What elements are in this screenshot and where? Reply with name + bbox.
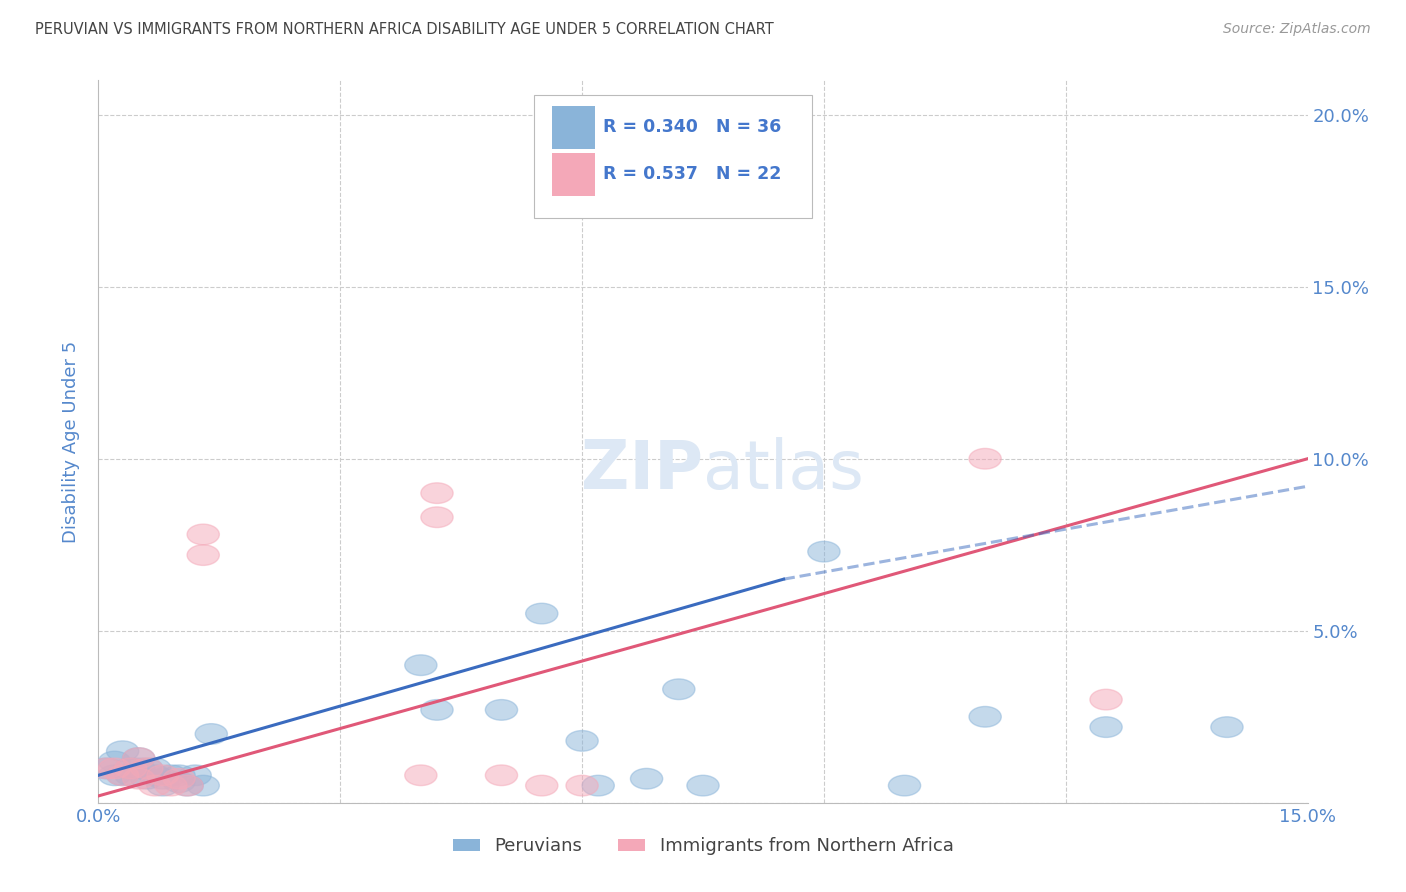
Ellipse shape <box>582 775 614 796</box>
Ellipse shape <box>420 483 453 503</box>
Ellipse shape <box>163 768 195 789</box>
Ellipse shape <box>969 449 1001 469</box>
Ellipse shape <box>107 765 139 786</box>
Ellipse shape <box>146 775 179 796</box>
Ellipse shape <box>889 775 921 796</box>
Ellipse shape <box>808 541 839 562</box>
Ellipse shape <box>146 765 179 786</box>
Ellipse shape <box>1211 717 1243 738</box>
Text: R = 0.537   N = 22: R = 0.537 N = 22 <box>603 165 780 183</box>
Ellipse shape <box>187 545 219 566</box>
Ellipse shape <box>114 765 146 786</box>
Ellipse shape <box>155 775 187 796</box>
Ellipse shape <box>122 768 155 789</box>
Ellipse shape <box>405 765 437 786</box>
Ellipse shape <box>131 768 163 789</box>
Ellipse shape <box>688 775 718 796</box>
Ellipse shape <box>131 758 163 779</box>
FancyBboxPatch shape <box>551 106 595 149</box>
Ellipse shape <box>90 758 122 779</box>
Ellipse shape <box>107 741 139 762</box>
Ellipse shape <box>114 758 146 779</box>
Ellipse shape <box>98 765 131 786</box>
Ellipse shape <box>163 772 195 792</box>
Legend: Peruvians, Immigrants from Northern Africa: Peruvians, Immigrants from Northern Afri… <box>446 830 960 863</box>
Ellipse shape <box>163 765 195 786</box>
Ellipse shape <box>630 768 662 789</box>
Ellipse shape <box>187 524 219 545</box>
Ellipse shape <box>114 758 146 779</box>
Text: atlas: atlas <box>703 437 863 503</box>
Text: PERUVIAN VS IMMIGRANTS FROM NORTHERN AFRICA DISABILITY AGE UNDER 5 CORRELATION C: PERUVIAN VS IMMIGRANTS FROM NORTHERN AFR… <box>35 22 773 37</box>
Ellipse shape <box>187 775 219 796</box>
FancyBboxPatch shape <box>534 95 811 218</box>
Ellipse shape <box>526 603 558 624</box>
Ellipse shape <box>139 758 172 779</box>
Text: Source: ZipAtlas.com: Source: ZipAtlas.com <box>1223 22 1371 37</box>
Ellipse shape <box>98 751 131 772</box>
FancyBboxPatch shape <box>551 153 595 196</box>
Ellipse shape <box>172 775 204 796</box>
Ellipse shape <box>122 747 155 768</box>
Ellipse shape <box>122 747 155 768</box>
Ellipse shape <box>122 758 155 779</box>
Ellipse shape <box>131 758 163 779</box>
Ellipse shape <box>146 768 179 789</box>
Ellipse shape <box>195 723 228 744</box>
Ellipse shape <box>179 765 211 786</box>
Ellipse shape <box>420 699 453 720</box>
Ellipse shape <box>567 731 598 751</box>
Ellipse shape <box>969 706 1001 727</box>
Ellipse shape <box>139 765 172 786</box>
Ellipse shape <box>107 765 139 786</box>
Ellipse shape <box>139 775 172 796</box>
Ellipse shape <box>1090 717 1122 738</box>
Y-axis label: Disability Age Under 5: Disability Age Under 5 <box>62 341 80 542</box>
Ellipse shape <box>485 765 517 786</box>
Ellipse shape <box>98 758 131 779</box>
Ellipse shape <box>662 679 695 699</box>
Ellipse shape <box>526 775 558 796</box>
Ellipse shape <box>485 699 517 720</box>
Text: ZIP: ZIP <box>581 437 703 503</box>
Ellipse shape <box>405 655 437 675</box>
Text: R = 0.340   N = 36: R = 0.340 N = 36 <box>603 119 780 136</box>
Ellipse shape <box>155 765 187 786</box>
Ellipse shape <box>172 775 204 796</box>
Ellipse shape <box>90 758 122 779</box>
Ellipse shape <box>567 775 598 796</box>
Ellipse shape <box>1090 690 1122 710</box>
Ellipse shape <box>420 507 453 527</box>
